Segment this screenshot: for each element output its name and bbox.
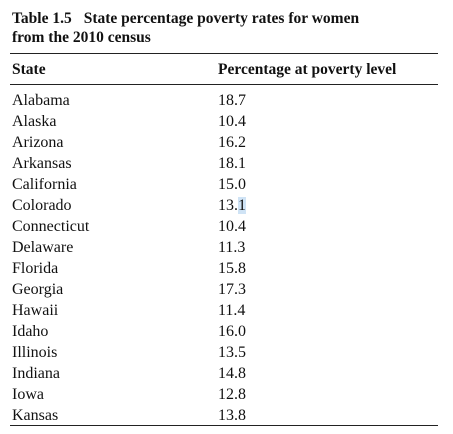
percentage-cell: 17.3 (218, 281, 246, 298)
percentage-cell: 16.0 (218, 323, 246, 340)
percentage-cell: 13.5 (218, 344, 246, 361)
bottom-rule (10, 425, 438, 426)
state-cell: Connecticut (12, 218, 90, 235)
table-row: Florida 15.8 (0, 258, 453, 279)
percentage-cell: 18.1 (218, 155, 246, 172)
caption-line-2: from the 2010 census (12, 29, 151, 46)
header-rule (10, 84, 438, 85)
table-row: Colorado 13.1 (0, 195, 453, 216)
table-row: Alabama 18.7 (0, 90, 453, 111)
percentage-cell: 10.4 (218, 218, 246, 235)
state-cell: Hawaii (12, 302, 59, 319)
table-row: California 15.0 (0, 174, 453, 195)
state-cell: Alabama (12, 92, 70, 109)
percentage-cell: 13.1 (218, 197, 246, 214)
table-row: Illinois 13.5 (0, 342, 453, 363)
state-cell: Delaware (12, 239, 74, 256)
table-row: Indiana 14.8 (0, 363, 453, 384)
percentage-cell: 18.7 (218, 92, 246, 109)
state-cell: Idaho (12, 323, 49, 340)
state-cell: Kansas (12, 407, 59, 424)
percentage-cell: 13.8 (218, 407, 246, 424)
table-number: Table 1.5 (12, 10, 72, 27)
percentage-cell: 12.8 (218, 386, 246, 403)
percentage-cell: 15.8 (218, 260, 246, 277)
percentage-cell: 14.8 (218, 365, 246, 382)
state-cell: Florida (12, 260, 59, 277)
table-row: Alaska 10.4 (0, 111, 453, 132)
table-row: Hawaii 11.4 (0, 300, 453, 321)
state-cell: Iowa (12, 386, 44, 403)
table-row: Arkansas 18.1 (0, 153, 453, 174)
top-rule (10, 53, 438, 54)
percentage-cell: 16.2 (218, 134, 246, 151)
table-row: Georgia 17.3 (0, 279, 453, 300)
table-row: Arizona 16.2 (0, 132, 453, 153)
caption-title: State percentage poverty rates for women (83, 10, 360, 27)
state-cell: Arkansas (12, 155, 72, 172)
header-state: State (12, 61, 46, 78)
state-cell: Alaska (12, 113, 57, 130)
table-caption: Table 1.5 State percentage poverty rates … (12, 9, 442, 47)
table-row: Iowa 12.8 (0, 384, 453, 405)
state-cell: California (12, 176, 77, 193)
caption-line-1: Table 1.5 State percentage poverty rates … (12, 9, 442, 28)
percentage-cell: 10.4 (218, 113, 246, 130)
state-cell: Indiana (12, 365, 60, 382)
text-selection: 1 (238, 197, 246, 214)
state-cell: Georgia (12, 281, 64, 298)
percentage-cell: 11.3 (218, 239, 246, 256)
table-row: Idaho 16.0 (0, 321, 453, 342)
state-cell: Colorado (12, 197, 72, 214)
table-body: Alabama 18.7 Alaska 10.4 Arizona 16.2 Arkansas… (0, 90, 453, 426)
table-row: Delaware 11.3 (0, 237, 453, 258)
state-cell: Illinois (12, 344, 58, 361)
table-row: Kansas 13.8 (0, 405, 453, 426)
state-cell: Arizona (12, 134, 64, 151)
percentage-cell: 11.4 (218, 302, 246, 319)
header-percentage: Percentage at poverty level (218, 61, 397, 78)
percentage-cell: 15.0 (218, 176, 246, 193)
table-row: Connecticut 10.4 (0, 216, 453, 237)
